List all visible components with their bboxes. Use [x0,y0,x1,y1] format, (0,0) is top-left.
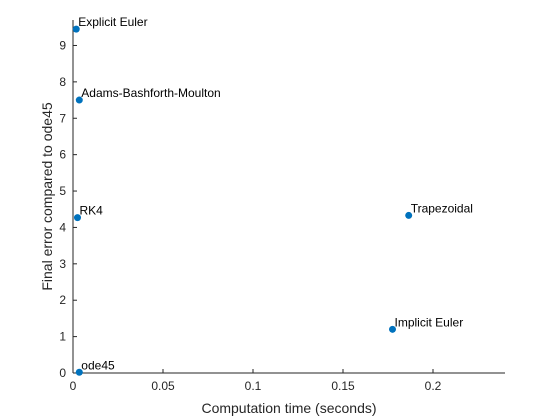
y-tick-label: 7 [59,111,66,125]
y-tick-label: 8 [59,75,66,89]
x-tick-label: 0.05 [151,379,175,393]
y-tick-label: 4 [59,220,66,234]
y-tick-label: 1 [59,330,66,344]
scatter-point [389,325,396,333]
y-tick-label: 9 [59,38,66,52]
scatter-point [74,214,81,222]
y-tick-label: 0 [59,366,66,380]
y-axis-title: Final error compared to ode45 [39,102,55,291]
scatter-point [72,25,80,33]
point-labels: Explicit Euler Adams-Bashforth-Moulton RK4… [78,15,473,372]
x-tick-label: 0.1 [245,379,262,393]
scatter-point [75,96,83,104]
ticks: 0 0.05 0.1 0.15 0.2 0 1 2 3 4 5 6 7 8 9 [59,38,441,393]
x-tick-label: 0.2 [425,379,442,393]
point-label: Implicit Euler [395,315,464,329]
x-tick-label: 0.15 [331,379,355,393]
point-label: Explicit Euler [78,15,147,29]
x-tick-label: 0 [70,379,77,393]
point-label: Trapezoidal [411,201,473,215]
data-points [72,25,413,376]
point-label: RK4 [80,204,104,218]
scatter-point [405,211,413,219]
y-tick-label: 5 [59,184,66,198]
y-tick-label: 2 [59,293,66,307]
point-label: Adams-Bashforth-Moulton [81,86,220,100]
point-label: ode45 [81,358,115,372]
scatter-point [75,368,83,376]
y-tick-label: 3 [59,257,66,271]
y-tick-label: 6 [59,148,66,162]
x-axis-title: Computation time (seconds) [201,400,376,416]
